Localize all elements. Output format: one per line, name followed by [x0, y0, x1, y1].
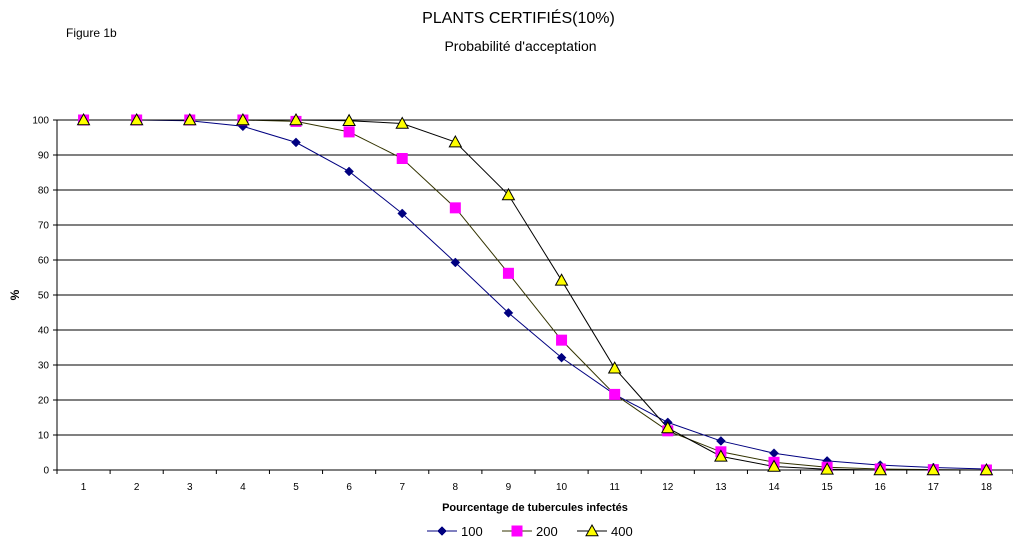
data-point-400: [714, 449, 728, 462]
x-tick-label: 10: [556, 482, 568, 493]
data-point-200: [502, 267, 514, 279]
y-tick-label: 70: [38, 221, 50, 232]
y-tick-label: 20: [38, 396, 50, 407]
y-tick-label: 30: [38, 361, 50, 372]
data-point-200: [609, 388, 621, 400]
data-point-100: [291, 137, 301, 148]
x-tick-label: 15: [822, 482, 834, 493]
x-tick-label: 18: [981, 482, 993, 493]
x-tick-label: 1: [81, 482, 87, 493]
data-point-400: [820, 462, 834, 475]
data-point-400: [448, 135, 463, 148]
data-point-100: [397, 208, 408, 219]
x-tick-label: 7: [399, 482, 405, 493]
y-tick-label: 80: [38, 186, 50, 197]
data-point-400: [660, 420, 675, 434]
y-tick-label: 40: [38, 326, 50, 337]
data-point-200: [449, 202, 461, 214]
data-point-400: [182, 112, 197, 126]
x-tick-label: 4: [240, 482, 246, 493]
y-tick-label: 0: [43, 466, 49, 477]
y-tick-label: 10: [38, 431, 50, 442]
y-tick-label: 90: [38, 151, 50, 162]
series-line-400: [83, 119, 987, 471]
legend-marker-100: [437, 526, 447, 536]
data-point-200: [396, 153, 408, 164]
x-axis-title: Pourcentage de tubercules infectés: [442, 502, 628, 514]
data-point-400: [607, 361, 622, 374]
x-tick-label: 5: [293, 482, 299, 493]
data-point-100: [556, 352, 567, 363]
legend-marker-400: [585, 523, 599, 537]
data-point-400: [289, 112, 303, 126]
y-tick-label: 60: [38, 256, 50, 267]
data-point-400: [129, 112, 144, 126]
y-tick-label: 100: [32, 116, 49, 127]
y-tick-label: 50: [38, 291, 50, 302]
legend-marker-200: [511, 525, 523, 537]
data-point-100: [344, 166, 354, 177]
data-point-400: [926, 462, 941, 476]
x-tick-label: 14: [768, 482, 780, 493]
x-tick-label: 17: [928, 482, 940, 493]
legend-label-100: 100: [461, 524, 483, 539]
x-tick-label: 6: [346, 482, 352, 493]
x-tick-label: 16: [875, 482, 887, 493]
legend-label-400: 400: [611, 524, 633, 539]
x-tick-label: 11: [609, 482, 620, 493]
data-point-400: [873, 462, 888, 476]
x-tick-label: 12: [662, 482, 674, 493]
data-point-400: [767, 459, 781, 472]
data-point-100: [450, 257, 461, 268]
data-point-200: [343, 126, 355, 138]
x-tick-label: 3: [187, 482, 193, 493]
data-point-400: [76, 112, 91, 126]
series-line-100: [83, 119, 987, 470]
figure-label: Figure 1b: [66, 26, 117, 40]
data-point-400: [395, 116, 410, 129]
data-point-100: [769, 448, 779, 459]
x-tick-label: 9: [506, 482, 512, 493]
chart-title: PLANTS CERTIFIÉS(10%): [422, 10, 615, 27]
data-point-400: [979, 462, 994, 476]
x-tick-label: 13: [715, 482, 727, 493]
data-point-400: [501, 187, 516, 201]
data-point-400: [342, 113, 356, 126]
data-point-400: [236, 112, 250, 126]
chart-subtitle: Probabilité d'acceptation: [444, 38, 597, 54]
data-point-200: [556, 334, 568, 346]
y-axis-title: %: [8, 289, 22, 300]
x-tick-label: 2: [134, 482, 140, 493]
data-point-400: [554, 273, 569, 286]
data-point-100: [716, 436, 726, 446]
x-tick-label: 8: [453, 482, 459, 493]
data-point-100: [503, 307, 514, 318]
legend-label-200: 200: [536, 524, 558, 539]
